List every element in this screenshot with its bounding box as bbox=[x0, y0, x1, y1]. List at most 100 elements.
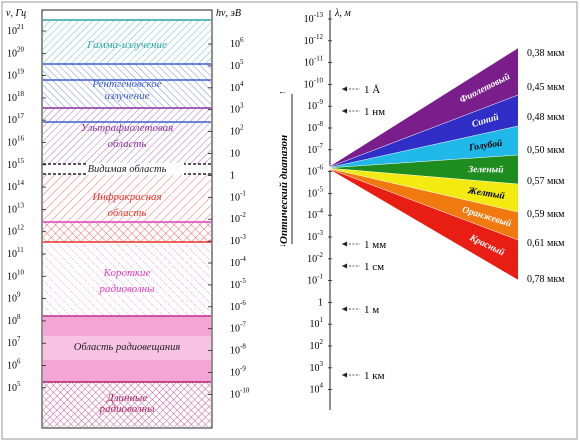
frequency-tick-label-base: 10 bbox=[7, 227, 17, 238]
wavelength-tick-label-exponent: 2 bbox=[320, 338, 324, 346]
wavelength-tick-label-base: 10 bbox=[307, 188, 317, 199]
frequency-tick-label-base: 10 bbox=[7, 71, 17, 82]
energy-tick-label: 10-7 bbox=[230, 321, 246, 335]
frequency-tick-label-base: 10 bbox=[7, 338, 17, 349]
wavelength-tick-label-exponent: -2 bbox=[317, 251, 323, 259]
energy-tick-label: 10-1 bbox=[230, 189, 246, 203]
color-band-label: Зеленый bbox=[467, 164, 503, 175]
optical-bracket-arrow-bottom: → bbox=[278, 239, 287, 249]
wavelength-tick-label-exponent: 4 bbox=[320, 382, 324, 390]
energy-tick-label-base: 10 bbox=[230, 127, 240, 138]
wavelength-tick-label-base: 10 bbox=[307, 123, 317, 134]
wavelength-markers: 1 Å 1 нм 1 мм 1 см 1 м 1 км bbox=[342, 84, 386, 382]
energy-tick-label: 10-6 bbox=[230, 299, 246, 313]
frequency-tick-label-base: 10 bbox=[7, 294, 17, 305]
band-label: Область радиовещания bbox=[74, 342, 181, 353]
frequency-tick-label-exponent: 21 bbox=[17, 23, 25, 31]
frequency-tick-label-exponent: 17 bbox=[17, 112, 25, 120]
wavelength-tick-label: 10-7 bbox=[307, 142, 323, 156]
wavelength-tick-label-base: 10 bbox=[307, 232, 317, 243]
frequency-tick-label: 1015 bbox=[7, 157, 25, 171]
wavelength-tick-label-base: 10 bbox=[307, 167, 317, 178]
wavelength-marker-label: 1 см bbox=[364, 261, 384, 273]
energy-tick-label-exponent: -4 bbox=[240, 255, 246, 263]
wavelength-tick-label-base: 10 bbox=[307, 210, 317, 221]
frequency-tick-label-base: 10 bbox=[7, 182, 17, 193]
wavelength-tick-label: 10-4 bbox=[307, 207, 323, 221]
band-ir-overlap-b bbox=[43, 222, 211, 242]
frequency-tick-label-base: 10 bbox=[7, 271, 17, 282]
frequency-tick-label-exponent: 14 bbox=[17, 179, 25, 187]
energy-tick-label: 106 bbox=[230, 36, 244, 50]
band-uv bbox=[43, 108, 211, 164]
energy-tick-label: 10-8 bbox=[230, 343, 246, 357]
wavelength-tick-label-exponent: 3 bbox=[320, 360, 324, 368]
wavelength-tick-label-base: 10 bbox=[310, 363, 320, 374]
wavelength-tick-label: 10-13 bbox=[304, 11, 324, 25]
optical-range-label: Оптический диапазон bbox=[278, 135, 290, 244]
boundary-wavelength-label: 0,61 мкм bbox=[527, 238, 565, 249]
color-band-edge bbox=[326, 167, 519, 241]
energy-tick-label: 10-3 bbox=[230, 233, 246, 247]
band-broadcast-inner bbox=[43, 336, 211, 360]
energy-tick-label-exponent: 6 bbox=[240, 36, 244, 44]
frequency-tick-label-base: 10 bbox=[7, 115, 17, 126]
frequency-tick-label-exponent: 16 bbox=[17, 135, 25, 143]
wavelength-tick-label-base: 10 bbox=[307, 101, 317, 112]
energy-tick-label: 10-10 bbox=[230, 386, 250, 400]
energy-tick-label-base: 10 bbox=[230, 149, 240, 160]
wavelength-marker-label: 1 м bbox=[364, 304, 379, 316]
wavelength-tick-label: 10-8 bbox=[307, 120, 323, 134]
frequency-tick-label: 107 bbox=[7, 335, 21, 349]
wavelength-tick-label-exponent: -1 bbox=[317, 273, 323, 281]
frequency-tick-label-base: 10 bbox=[7, 249, 17, 260]
wavelength-tick-label-exponent: -13 bbox=[314, 11, 324, 19]
band-xray bbox=[43, 64, 211, 108]
frequency-tick-label: 106 bbox=[7, 358, 21, 372]
boundary-wavelength-label: 0,57 мкм bbox=[527, 176, 565, 187]
wavelength-tick-label: 1 bbox=[318, 297, 323, 308]
wavelength-tick-label-exponent: -12 bbox=[314, 33, 324, 41]
boundary-wavelength-label: 0,38 мкм bbox=[527, 48, 565, 59]
wavelength-marker-label: 1 мм bbox=[364, 239, 386, 251]
energy-tick-label-base: 10 bbox=[230, 302, 240, 313]
energy-tick-label: 102 bbox=[230, 124, 244, 138]
energy-tick-label-exponent: 2 bbox=[240, 124, 244, 132]
energy-tick-label-base: 10 bbox=[230, 258, 240, 269]
boundary-wavelength-label: 0,48 мкм bbox=[527, 112, 565, 123]
boundary-wavelength-label: 0,78 мкм bbox=[527, 274, 565, 285]
wavelength-tick-label-base: 10 bbox=[310, 319, 320, 330]
frequency-tick-label: 1017 bbox=[7, 112, 25, 126]
energy-tick-label-exponent: -1 bbox=[240, 189, 246, 197]
visible-label-bg bbox=[88, 163, 184, 175]
energy-axis-label: hν, эВ bbox=[216, 8, 241, 19]
frequency-tick-label-base: 10 bbox=[7, 383, 17, 394]
energy-tick-label: 104 bbox=[230, 80, 244, 94]
wavelength-marker-arrow bbox=[342, 108, 347, 114]
color-band-edge bbox=[326, 154, 519, 169]
wavelength-tick-label: 101 bbox=[310, 316, 324, 330]
color-band-edge bbox=[326, 125, 519, 169]
frequency-tick-label-base: 10 bbox=[7, 204, 17, 215]
color-band-edge bbox=[326, 167, 519, 281]
energy-tick-label-exponent: 3 bbox=[240, 102, 244, 110]
energy-tick-label-base: 10 bbox=[230, 368, 240, 379]
frequency-tick-label-exponent: 6 bbox=[17, 358, 21, 366]
boundary-wavelength-label: 0,59 мкм bbox=[527, 209, 565, 220]
wavelength-tick-label: 10-9 bbox=[307, 98, 323, 112]
color-band-edge bbox=[326, 167, 519, 185]
frequency-tick-label-exponent: 10 bbox=[17, 268, 25, 276]
energy-tick-label-base: 10 bbox=[230, 280, 240, 291]
band-label: область bbox=[108, 207, 147, 219]
frequency-tick-label-exponent: 20 bbox=[17, 45, 25, 53]
energy-tick-label-base: 1 bbox=[230, 170, 235, 181]
wavelength-tick-label-exponent: -5 bbox=[317, 185, 323, 193]
frequency-tick-label: 1011 bbox=[7, 246, 24, 260]
wavelength-tick-label: 102 bbox=[310, 338, 324, 352]
energy-tick-label: 1 bbox=[230, 170, 235, 181]
wavelength-tick-label: 10-10 bbox=[304, 76, 324, 90]
band-label: Короткие bbox=[103, 267, 151, 279]
